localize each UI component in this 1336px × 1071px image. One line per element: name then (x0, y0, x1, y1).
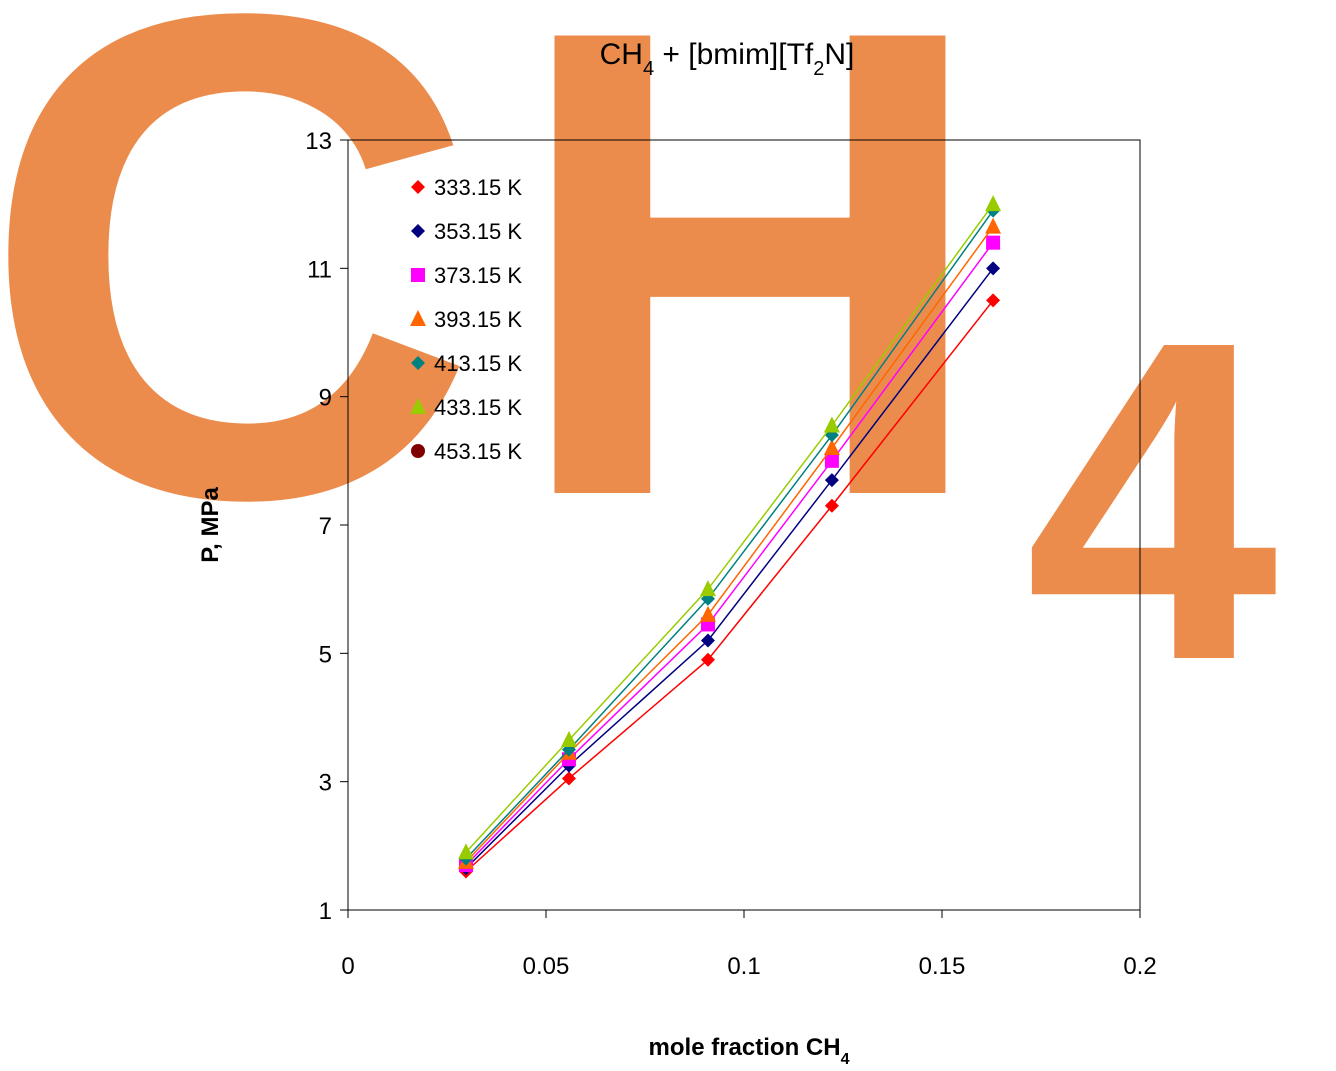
legend-marker (411, 356, 425, 370)
legend-label: 373.15 K (434, 263, 522, 288)
y-tick-label: 13 (305, 128, 332, 155)
legend-label: 433.15 K (434, 395, 522, 420)
x-tick-label: 0.15 (919, 953, 966, 980)
text-part: 4 (841, 1051, 850, 1067)
y-tick-label: 9 (319, 385, 332, 412)
text-part: N] (824, 38, 854, 71)
chart-title: CH4 + [bmim][Tf2N] (600, 38, 855, 80)
y-tick-label: 5 (319, 641, 332, 668)
text-part: 4 (643, 58, 654, 80)
watermark-letter: C (0, 0, 478, 642)
legend-label: 333.15 K (434, 175, 522, 200)
legend-marker (411, 268, 425, 282)
marker (824, 473, 839, 488)
marker (560, 730, 577, 747)
marker (699, 605, 716, 622)
y-tick-label: 1 (319, 898, 332, 925)
marker (823, 439, 840, 455)
x-tick-label: 0.2 (1123, 953, 1156, 980)
marker (824, 498, 839, 513)
marker (700, 633, 715, 648)
legend-label: 413.15 K (434, 351, 522, 376)
legend-label: 453.15 K (434, 439, 522, 464)
x-tick-label: 0.1 (727, 953, 760, 980)
legend-marker (411, 224, 425, 238)
marker (823, 416, 840, 433)
y-tick-label: 7 (319, 513, 332, 540)
legend-marker (410, 310, 426, 326)
marker (561, 771, 576, 786)
x-axis-label: mole fraction CH4 (649, 1034, 850, 1066)
marker (985, 195, 1002, 212)
marker (699, 580, 716, 597)
marker (985, 217, 1002, 234)
text-part: mole fraction CH (649, 1034, 841, 1061)
watermark-letter: H (510, 0, 990, 634)
y-axis-label: P, MPa (197, 487, 224, 563)
legend-marker (411, 444, 425, 458)
marker (986, 235, 1001, 250)
x-tick-label: 0.05 (523, 953, 570, 980)
text-part: + [bmim][Tf (654, 38, 814, 71)
y-tick-label: 3 (319, 770, 332, 797)
text-part: 2 (813, 58, 824, 80)
legend-marker (411, 180, 425, 194)
marker (458, 843, 475, 860)
legend-marker (410, 398, 426, 414)
marker (986, 293, 1001, 308)
marker (700, 652, 715, 667)
watermark-letter: 4 (1025, 247, 1281, 755)
y-tick-label: 11 (307, 256, 332, 283)
marker (986, 261, 1001, 276)
x-tick-label: 0 (341, 953, 354, 980)
text-part: CH (600, 38, 643, 71)
marker (824, 453, 839, 468)
legend-label: 393.15 K (434, 307, 522, 332)
legend-label: 353.15 K (434, 219, 522, 244)
